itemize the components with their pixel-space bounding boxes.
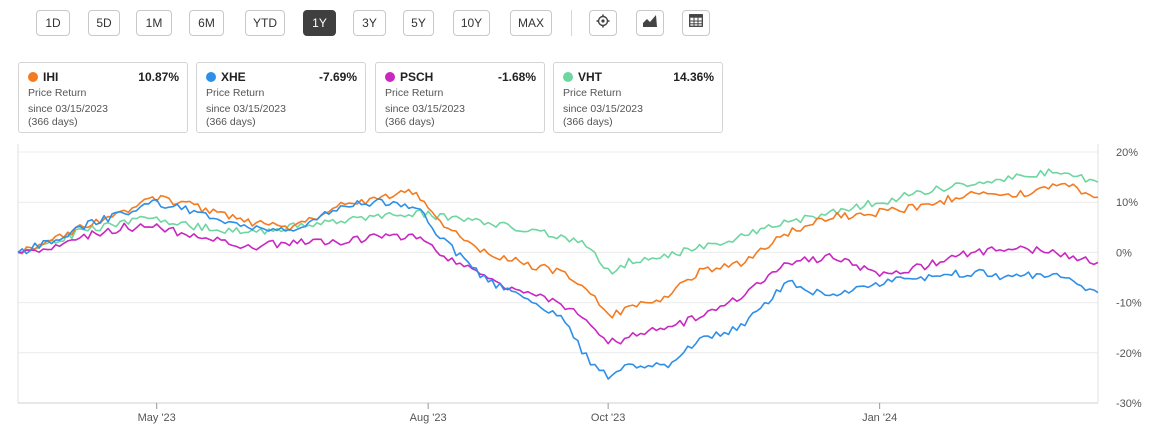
y-axis: 20% 10% 0% -10% -20% -30% [1116, 147, 1142, 410]
range-button-max[interactable]: MAX [510, 10, 552, 36]
card-return-value: 14.36% [673, 70, 714, 84]
card-ticker: PSCH [400, 70, 434, 84]
x-tick-label: May '23 [138, 412, 176, 424]
y-tick-label: 0% [1116, 247, 1132, 259]
card-ihi[interactable]: IHI 10.87% Price Return since 03/15/2023 (36… [18, 62, 188, 133]
price-return-chart: May '23 Aug '23 Oct '23 Jan '24 20% 10% 0% -10… [17, 144, 1142, 424]
series-color-dot [385, 72, 395, 82]
card-days: (366 days) [28, 116, 78, 128]
table-icon [689, 14, 703, 32]
range-button-10y[interactable]: 10Y [453, 10, 490, 36]
range-button-3y[interactable]: 3Y [353, 10, 386, 36]
chart-type-button[interactable] [636, 10, 664, 36]
y-tick-label: -20% [1116, 348, 1142, 360]
x-tick-label: Jan '24 [862, 412, 897, 424]
card-label: Price Return [563, 87, 622, 99]
range-toolbar: 1D 5D 1M 6M YTD 1Y 3Y 5Y 10Y MAX [0, 0, 1157, 48]
toolbar-divider [571, 10, 572, 36]
card-return-value: 10.87% [138, 70, 179, 84]
card-since: since 03/15/2023 [28, 103, 108, 115]
card-xhe[interactable]: XHE -7.69% Price Return since 03/15/2023 (36… [196, 62, 366, 133]
card-ticker: IHI [43, 70, 59, 84]
series-color-dot [28, 72, 38, 82]
card-since: since 03/15/2023 [563, 103, 643, 115]
gear-button[interactable] [589, 10, 617, 36]
card-days: (366 days) [385, 116, 435, 128]
card-days: (366 days) [563, 116, 613, 128]
card-vht[interactable]: VHT 14.36% Price Return since 03/15/2023 (36… [553, 62, 723, 133]
x-tick-label: Oct '23 [591, 412, 626, 424]
range-button-1d[interactable]: 1D [36, 10, 70, 36]
card-since: since 03/15/2023 [206, 103, 286, 115]
series-line-ihi [17, 182, 1099, 319]
card-days: (366 days) [206, 116, 256, 128]
range-button-5y[interactable]: 5Y [403, 10, 434, 36]
card-label: Price Return [28, 87, 87, 99]
series-line-psch [17, 222, 1099, 345]
card-psch[interactable]: PSCH -1.68% Price Return since 03/15/2023 (3… [375, 62, 545, 133]
series-color-dot [206, 72, 216, 82]
gridlines [18, 151, 1098, 404]
card-return-value: -1.68% [497, 70, 536, 84]
series-lines [17, 168, 1099, 380]
range-button-1y[interactable]: 1Y [303, 10, 336, 36]
card-label: Price Return [385, 87, 444, 99]
range-button-6m[interactable]: 6M [189, 10, 224, 36]
y-tick-label: -10% [1116, 298, 1142, 310]
x-tick-label: Aug '23 [410, 412, 447, 424]
gear-icon [596, 14, 610, 33]
y-tick-label: -30% [1116, 398, 1142, 410]
series-color-dot [563, 72, 573, 82]
range-button-ytd[interactable]: YTD [245, 10, 285, 36]
range-button-1m[interactable]: 1M [136, 10, 172, 36]
series-line-xhe [17, 198, 1099, 380]
series-line-vht [17, 168, 1099, 275]
table-button[interactable] [682, 10, 710, 36]
card-label: Price Return [206, 87, 265, 99]
y-tick-label: 10% [1116, 197, 1138, 209]
card-ticker: VHT [578, 70, 602, 84]
card-since: since 03/15/2023 [385, 103, 465, 115]
y-tick-label: 20% [1116, 147, 1138, 159]
card-ticker: XHE [221, 70, 246, 84]
range-button-5d[interactable]: 5D [88, 10, 120, 36]
x-axis: May '23 Aug '23 Oct '23 Jan '24 [17, 144, 1099, 424]
chart-type-icon [642, 14, 658, 33]
card-return-value: -7.69% [318, 70, 357, 84]
